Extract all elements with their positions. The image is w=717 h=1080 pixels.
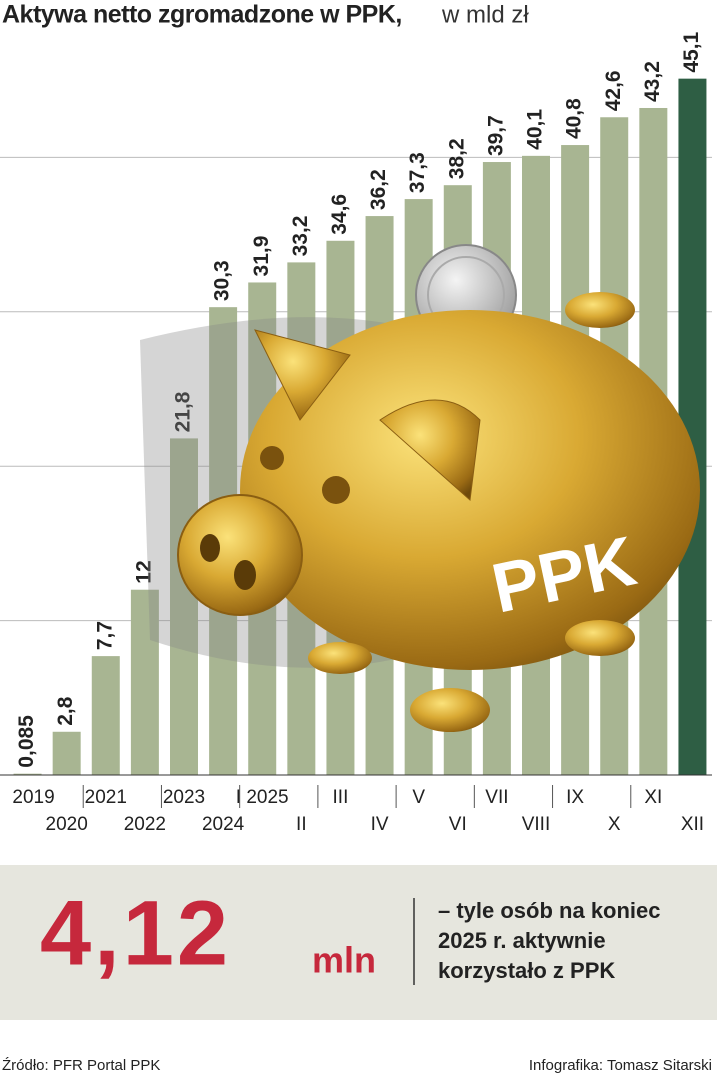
x-tick-label: 2023: [163, 787, 205, 808]
value-label: 7,7: [93, 621, 116, 650]
source: Źródło: PFR Portal PPK: [2, 1057, 160, 1074]
value-label: 2,8: [54, 696, 77, 726]
bar: [170, 438, 198, 775]
bar: [91, 656, 120, 775]
ear-left: [254, 329, 351, 421]
highlight-text: korzystało z PPK: [438, 958, 615, 983]
x-tick-label: IX: [566, 787, 584, 808]
bar: [130, 589, 159, 775]
ear-right: [379, 399, 481, 502]
value-label: 0,085: [15, 715, 38, 768]
x-tick-label: XI: [644, 787, 662, 808]
x-tick-label: I 2025: [236, 787, 289, 808]
x-tick-label: IV: [371, 814, 389, 835]
value-label: 38,2: [445, 138, 468, 179]
value-label: 21,8: [172, 391, 195, 432]
highlight-panel: [0, 865, 717, 1020]
bar: [52, 731, 81, 775]
value-label: 43,2: [641, 61, 664, 102]
eye: [322, 476, 350, 504]
leg: [410, 688, 490, 732]
nostril: [234, 560, 256, 590]
value-label: 39,7: [484, 115, 507, 156]
value-label: 12: [132, 560, 155, 583]
value-label: 36,2: [367, 169, 390, 210]
value-label: 40,8: [563, 98, 586, 139]
bar: [13, 773, 42, 775]
value-label: 40,1: [524, 109, 547, 150]
x-tick-label: VI: [449, 814, 467, 835]
x-tick-label: 2021: [85, 787, 127, 808]
x-tick-label: V: [412, 787, 425, 808]
highlight-text: 2025 r. aktywnie: [438, 928, 606, 953]
x-tick-label: X: [608, 814, 621, 835]
value-label: 45,1: [680, 31, 703, 72]
x-tick-label: VII: [485, 787, 508, 808]
snout: [177, 494, 303, 616]
value-label: 30,3: [211, 260, 234, 301]
leg: [565, 620, 635, 656]
highlight-unit: mln: [312, 940, 376, 981]
nostril: [200, 534, 220, 562]
value-label: 42,6: [602, 70, 625, 111]
piggy-bank: PPK: [140, 244, 700, 732]
x-tick-label: VIII: [522, 814, 551, 835]
x-tick-label: 2022: [124, 814, 166, 835]
x-tick-label: XII: [681, 814, 704, 835]
chart-subtitle: w mld zł: [441, 1, 529, 28]
chart-title: Aktywa netto zgromadzone w PPK,: [2, 1, 402, 29]
x-tick-label: 2024: [202, 814, 245, 835]
value-label: 34,6: [328, 194, 351, 235]
eye: [260, 446, 284, 470]
highlight-text: – tyle osób na koniec: [438, 898, 661, 923]
highlight-number: 4,12: [40, 882, 231, 984]
tail-ear: [565, 292, 635, 328]
x-tick-label: 2019: [12, 787, 54, 808]
value-label: 31,9: [250, 236, 273, 277]
value-label: 33,2: [289, 216, 312, 257]
leg: [308, 642, 372, 674]
x-tick-label: 2020: [46, 814, 88, 835]
x-tick-label: II: [296, 814, 307, 835]
value-label: 37,3: [406, 152, 429, 193]
credit: Infografika: Tomasz Sitarski: [529, 1057, 712, 1074]
x-tick-label: III: [333, 787, 349, 808]
